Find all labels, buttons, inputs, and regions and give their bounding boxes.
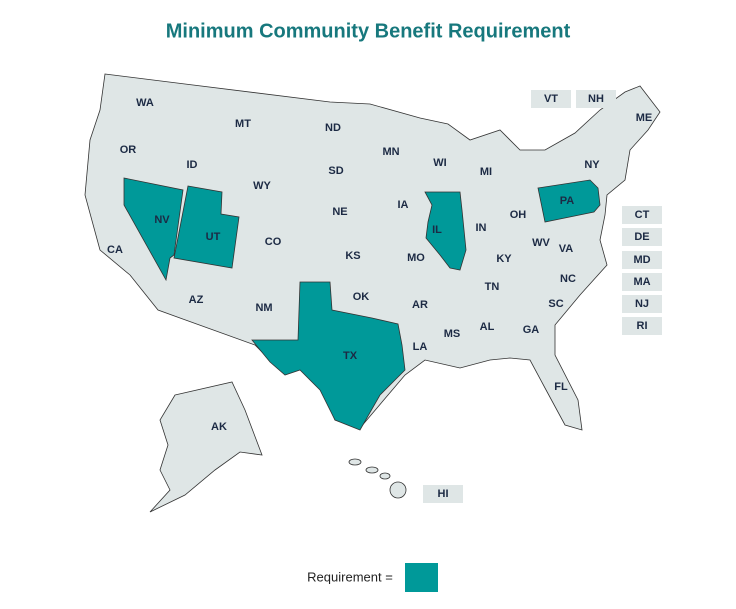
- state-shape: [123, 177, 184, 282]
- state-label: WV: [532, 237, 550, 249]
- state-box: [622, 206, 662, 224]
- island: [389, 481, 407, 499]
- state-label: MD: [633, 254, 650, 266]
- state-label: NH: [588, 93, 604, 105]
- state-label: IN: [476, 222, 487, 234]
- island: [365, 466, 379, 474]
- alaska-outline: [149, 381, 263, 513]
- island: [348, 458, 362, 466]
- state-label: IA: [398, 199, 409, 211]
- state-label: MT: [235, 118, 251, 130]
- state-box: [622, 295, 662, 313]
- state-box: [622, 251, 662, 269]
- state-label: AK: [211, 421, 227, 433]
- state-label: ND: [325, 122, 341, 134]
- state-label: RI: [637, 320, 648, 332]
- state-box: [622, 273, 662, 291]
- us-outline: [84, 73, 661, 431]
- state-label: UT: [206, 231, 221, 243]
- state-shape: [251, 281, 406, 431]
- hawaii-outline: [348, 458, 407, 499]
- state-label: OR: [120, 144, 137, 156]
- state-label: GA: [523, 324, 540, 336]
- island: [379, 472, 391, 480]
- state-label: NC: [560, 273, 576, 285]
- state-label: NE: [332, 206, 347, 218]
- state-box: [423, 485, 463, 503]
- state-label: MA: [633, 276, 650, 288]
- state-label: MO: [407, 252, 425, 264]
- state-label: ID: [187, 159, 198, 171]
- state-shape: [173, 185, 240, 269]
- state-label: VT: [544, 93, 558, 105]
- state-box: [576, 90, 616, 108]
- legend-label: Requirement =: [307, 569, 393, 584]
- state-label: NY: [584, 159, 600, 171]
- state-label: IL: [432, 224, 442, 236]
- state-label: CO: [265, 236, 282, 248]
- state-label: NJ: [635, 298, 649, 310]
- state-label: WY: [253, 180, 271, 192]
- legend-swatch: [405, 563, 438, 592]
- state-label: KY: [496, 253, 512, 265]
- state-label: MI: [480, 166, 492, 178]
- state-label: SC: [548, 298, 563, 310]
- state-label: CT: [635, 209, 650, 221]
- state-label: PA: [560, 195, 575, 207]
- state-box: [622, 228, 662, 246]
- state-box: [622, 317, 662, 335]
- state-label: LA: [413, 341, 428, 353]
- state-label: VA: [559, 243, 574, 255]
- state-label: OH: [510, 209, 527, 221]
- state-label: AZ: [189, 294, 204, 306]
- state-label: SD: [328, 165, 343, 177]
- state-label: DE: [634, 231, 649, 243]
- state-label: NM: [255, 302, 272, 314]
- state-label: AR: [412, 299, 428, 311]
- state-label: WI: [433, 157, 446, 169]
- state-label: MN: [382, 146, 399, 158]
- state-label: TX: [343, 350, 358, 362]
- state-label: OK: [353, 291, 370, 303]
- state-label: ME: [636, 112, 653, 124]
- state-label: CA: [107, 244, 123, 256]
- state-shape: [424, 191, 467, 271]
- state-box: [531, 90, 571, 108]
- map-title: Minimum Community Benefit Requirement: [166, 20, 571, 42]
- state-label: KS: [345, 250, 360, 262]
- state-label: FL: [554, 381, 568, 393]
- state-label: NV: [154, 214, 170, 226]
- state-shape: [537, 179, 601, 223]
- state-label: HI: [438, 488, 449, 500]
- state-label: MS: [444, 328, 461, 340]
- state-label: TN: [485, 281, 500, 293]
- state-label: AL: [480, 321, 495, 333]
- state-label: WA: [136, 97, 154, 109]
